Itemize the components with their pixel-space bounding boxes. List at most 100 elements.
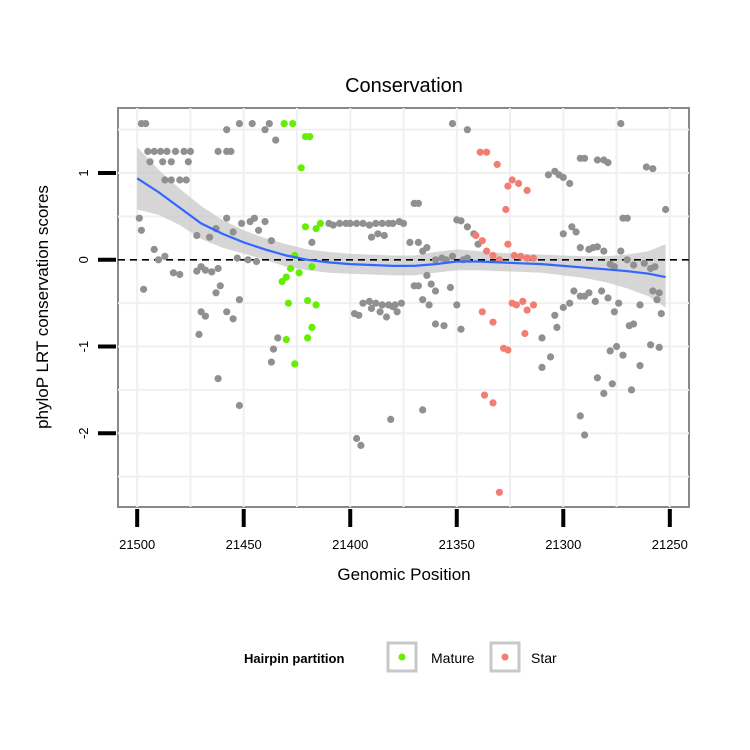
point-other: [135, 214, 143, 222]
point-other: [414, 199, 422, 207]
point-other: [176, 176, 184, 184]
point-other: [399, 219, 408, 227]
legend-title: Hairpin partition: [244, 651, 344, 666]
point-other: [167, 176, 175, 184]
point-other: [446, 283, 454, 292]
point-other: [544, 171, 553, 179]
point-other: [159, 158, 167, 166]
point-other: [336, 219, 344, 227]
point-other: [267, 358, 275, 366]
point-other: [372, 219, 380, 227]
confidence-band: [137, 147, 666, 308]
point-other: [642, 163, 651, 171]
point-other: [572, 228, 580, 236]
point-other: [448, 120, 457, 128]
point-mature: [282, 273, 290, 281]
point-other: [359, 299, 367, 307]
x-tick-label: 21500: [119, 537, 155, 552]
point-star: [493, 160, 501, 168]
point-other: [463, 254, 471, 262]
point-star: [489, 399, 497, 407]
point-mature: [312, 225, 320, 233]
x-tick-label: 21350: [439, 537, 475, 552]
point-other: [163, 147, 171, 155]
point-other: [649, 287, 657, 295]
point-star: [510, 251, 518, 260]
y-tick-label: -1: [76, 341, 91, 353]
point-other: [269, 345, 278, 353]
point-mature: [295, 269, 303, 277]
point-other: [150, 147, 158, 155]
point-other: [214, 264, 222, 273]
point-other: [655, 343, 663, 351]
point-other: [255, 226, 263, 234]
point-star: [508, 176, 516, 184]
point-other: [566, 179, 574, 188]
point-other: [655, 289, 663, 297]
point-other: [657, 310, 665, 318]
y-tick-label: 1: [76, 169, 91, 176]
chart-title: Conservation: [345, 75, 463, 97]
point-other: [265, 120, 273, 128]
point-other: [568, 223, 576, 231]
point-other: [184, 158, 192, 166]
point-other: [223, 214, 231, 222]
point-star: [521, 329, 529, 338]
point-star: [483, 148, 491, 156]
point-other: [566, 299, 574, 307]
point-other: [431, 256, 440, 264]
point-other: [214, 375, 222, 383]
point-mature: [289, 120, 297, 128]
point-other: [357, 441, 365, 449]
point-other: [261, 218, 269, 226]
point-other: [425, 301, 433, 309]
point-other: [610, 308, 619, 316]
point-other: [630, 261, 638, 269]
point-other: [161, 176, 169, 184]
point-mature: [301, 223, 310, 231]
point-other: [463, 126, 471, 134]
point-other: [585, 289, 593, 297]
point-other: [431, 320, 440, 328]
point-other: [227, 147, 235, 155]
point-other: [651, 263, 659, 271]
point-other: [248, 120, 256, 128]
point-other: [365, 297, 373, 305]
point-mature: [312, 301, 320, 309]
point-other: [423, 244, 431, 252]
point-other: [389, 303, 397, 311]
point-other: [457, 217, 465, 225]
point-other: [414, 282, 422, 290]
point-other: [453, 301, 461, 309]
legend-dot-mature: [398, 653, 406, 661]
point-other: [559, 230, 567, 238]
point-star: [523, 254, 531, 262]
x-tick-label: 21300: [545, 537, 581, 552]
point-star: [512, 301, 521, 309]
point-other: [559, 303, 567, 312]
point-other: [378, 219, 386, 227]
point-other: [208, 268, 216, 276]
point-other: [308, 238, 316, 246]
point-other: [604, 159, 612, 167]
point-other: [346, 219, 354, 227]
point-mature: [304, 297, 312, 305]
point-other: [463, 223, 471, 231]
point-mature: [282, 336, 290, 344]
point-other: [250, 214, 258, 222]
point-other: [372, 299, 380, 307]
point-other: [235, 401, 243, 410]
smooth-line-layer: [136, 177, 666, 279]
point-other: [180, 147, 188, 155]
point-other: [600, 389, 608, 397]
point-mature: [316, 219, 324, 227]
legend-dot-star: [501, 653, 509, 661]
axes-layer: 21500 21450 21400 21350 21300 21250 -2 -1 0 1: [76, 169, 688, 552]
point-mature: [291, 360, 299, 368]
point-other: [393, 308, 401, 316]
point-other: [201, 266, 209, 274]
legend-label-mature: Mature: [431, 650, 475, 666]
point-other: [171, 147, 180, 155]
point-other: [193, 267, 201, 275]
